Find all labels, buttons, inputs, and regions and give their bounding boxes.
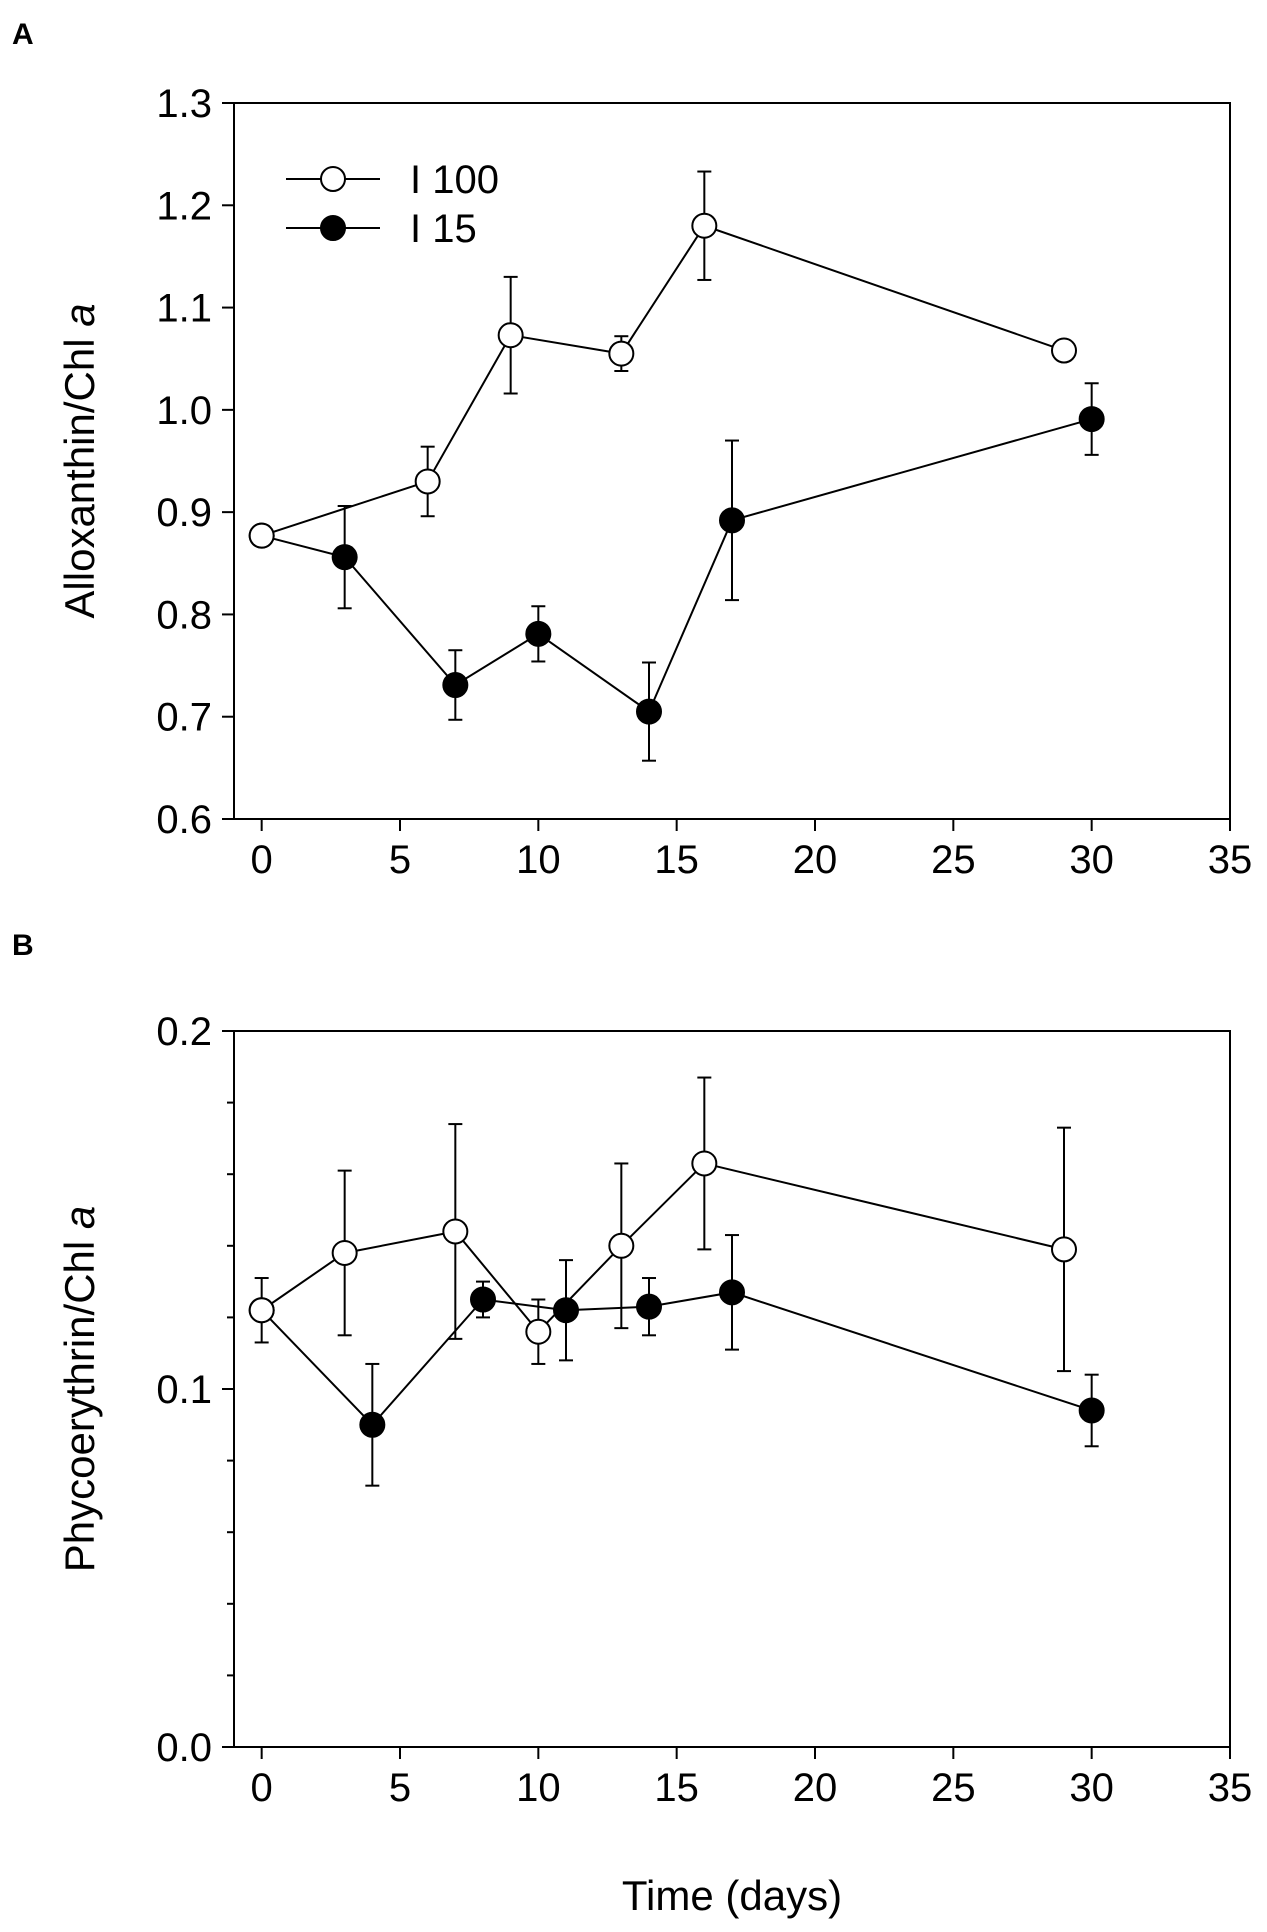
panel-b-x-tick-label: 5 [389, 1766, 411, 1810]
panel-a-x-tick-label: 15 [654, 838, 699, 882]
panel-b-x-axis-ticks: 0 5 10 15 20 25 30 35 [251, 1747, 1253, 1810]
panel-b-x-axis-title: Time (days) [622, 1872, 842, 1919]
panel-b-point-i15 [359, 1411, 386, 1438]
panel-b-x-tick-label: 20 [793, 1766, 838, 1810]
panel-a-x-axis-ticks: 0 5 10 15 20 25 30 35 [251, 819, 1253, 882]
panel-a-point-i100 [497, 322, 524, 349]
panel-a-point-i100 [248, 522, 275, 549]
panel-a-y-tick-label: 0.8 [156, 593, 212, 637]
panel-a-point-i100 [414, 468, 441, 495]
panel-a-x-tick-label: 0 [251, 838, 273, 882]
panel-a-error-bars [337, 170, 1099, 762]
panel-b-phycoerythrin: B 0 5 10 15 20 25 30 35 0.0 0.1 0.2 Phycoerythrin… [12, 929, 1252, 1919]
panel-b-x-tick-label: 15 [654, 1766, 699, 1810]
panel-a-point-i100 [608, 340, 635, 367]
panel-b-line-i100 [261, 1162, 1065, 1334]
panel-a-x-tick-label: 35 [1208, 838, 1253, 882]
panel-a-y-tick-label: 0.6 [156, 798, 212, 842]
panel-a-x-tick-label: 10 [516, 838, 561, 882]
panel-b-point-i100 [525, 1318, 552, 1345]
panel-a-y-tick-label: 0.7 [156, 696, 212, 740]
panel-a-series-lines [261, 224, 1092, 714]
panel-a-point-i100 [1051, 337, 1077, 364]
legend: I 100 I 15 [286, 158, 499, 251]
legend-label-i15: I 15 [410, 207, 477, 251]
panel-a-data-points [248, 212, 1105, 725]
panel-b-x-tick-label: 0 [251, 1766, 273, 1810]
panel-a-label: A [12, 18, 34, 51]
panel-b-point-i15 [553, 1297, 579, 1324]
panel-a-plot-frame [233, 102, 1231, 820]
panel-b-point-i15 [636, 1293, 662, 1320]
panel-b-point-i100 [442, 1218, 469, 1245]
panel-a-y-tick-label: 0.9 [156, 491, 212, 535]
legend-marker-i100 [320, 166, 346, 192]
panel-b-line-i15 [260, 1291, 1092, 1427]
panel-b-x-tick-label: 35 [1208, 1766, 1253, 1810]
panel-a-point-i100 [691, 212, 718, 239]
panel-b-label: B [12, 929, 34, 962]
panel-b-y-axis-ticks: 0.0 0.1 0.2 [156, 1010, 234, 1770]
panel-b-y-axis-title: Phycoerythrin/Chl a [56, 1206, 103, 1573]
legend-label-i100: I 100 [410, 158, 499, 202]
panel-b-point-i100 [608, 1232, 635, 1259]
panel-a-x-tick-label: 5 [389, 838, 411, 882]
panel-b-x-tick-label: 10 [516, 1766, 561, 1810]
panel-b-point-i100 [248, 1297, 275, 1324]
panel-a-point-i15 [525, 620, 552, 647]
panel-a-y-axis-title: Alloxanthin/Chl a [56, 303, 103, 618]
panel-a-y-axis-ticks: 0.6 0.7 0.8 0.9 1.0 1.1 1.2 1.3 [156, 82, 234, 842]
panel-b-point-i100 [1051, 1236, 1077, 1263]
panel-a-point-i15 [442, 672, 469, 699]
panel-a-y-tick-label: 1.3 [156, 82, 212, 126]
panel-b-point-i15 [1078, 1397, 1105, 1424]
legend-marker-i15 [320, 215, 346, 241]
panel-b-series-lines [260, 1162, 1092, 1427]
panel-b-point-i15 [719, 1279, 745, 1306]
panel-a-point-i15 [331, 544, 358, 571]
panel-a-y-tick-label: 1.0 [156, 389, 212, 433]
panel-b-y-tick-label: 0.0 [156, 1726, 212, 1770]
panel-a-y-tick-label: 1.1 [156, 287, 212, 331]
panel-a-alloxanthin: A 0 5 10 15 20 25 30 35 0.6 0.7 0.8 0.9 1.0 1.1 1.2 1.… [12, 18, 1252, 882]
panel-b-point-i100 [691, 1150, 718, 1177]
panel-b-plot-frame [233, 1030, 1231, 1748]
panel-a-point-i15 [636, 698, 662, 725]
panel-a-x-tick-label: 30 [1069, 838, 1114, 882]
panel-a-x-tick-label: 25 [931, 838, 976, 882]
panel-b-y-tick-label: 0.1 [156, 1368, 212, 1412]
panel-a-point-i15 [719, 507, 745, 534]
panel-b-data-points [248, 1150, 1105, 1438]
panel-a-line-i100 [261, 224, 1065, 537]
panel-b-x-tick-label: 25 [931, 1766, 976, 1810]
panel-a-point-i15 [1078, 406, 1105, 433]
panel-a-line-i15 [261, 418, 1092, 714]
panel-a-x-tick-label: 20 [793, 838, 838, 882]
panel-b-point-i100 [331, 1239, 358, 1266]
panel-a-y-tick-label: 1.2 [156, 184, 212, 228]
panel-b-y-tick-label: 0.2 [156, 1010, 212, 1054]
panel-b-x-tick-label: 30 [1069, 1766, 1114, 1810]
panel-b-point-i15 [470, 1286, 496, 1313]
